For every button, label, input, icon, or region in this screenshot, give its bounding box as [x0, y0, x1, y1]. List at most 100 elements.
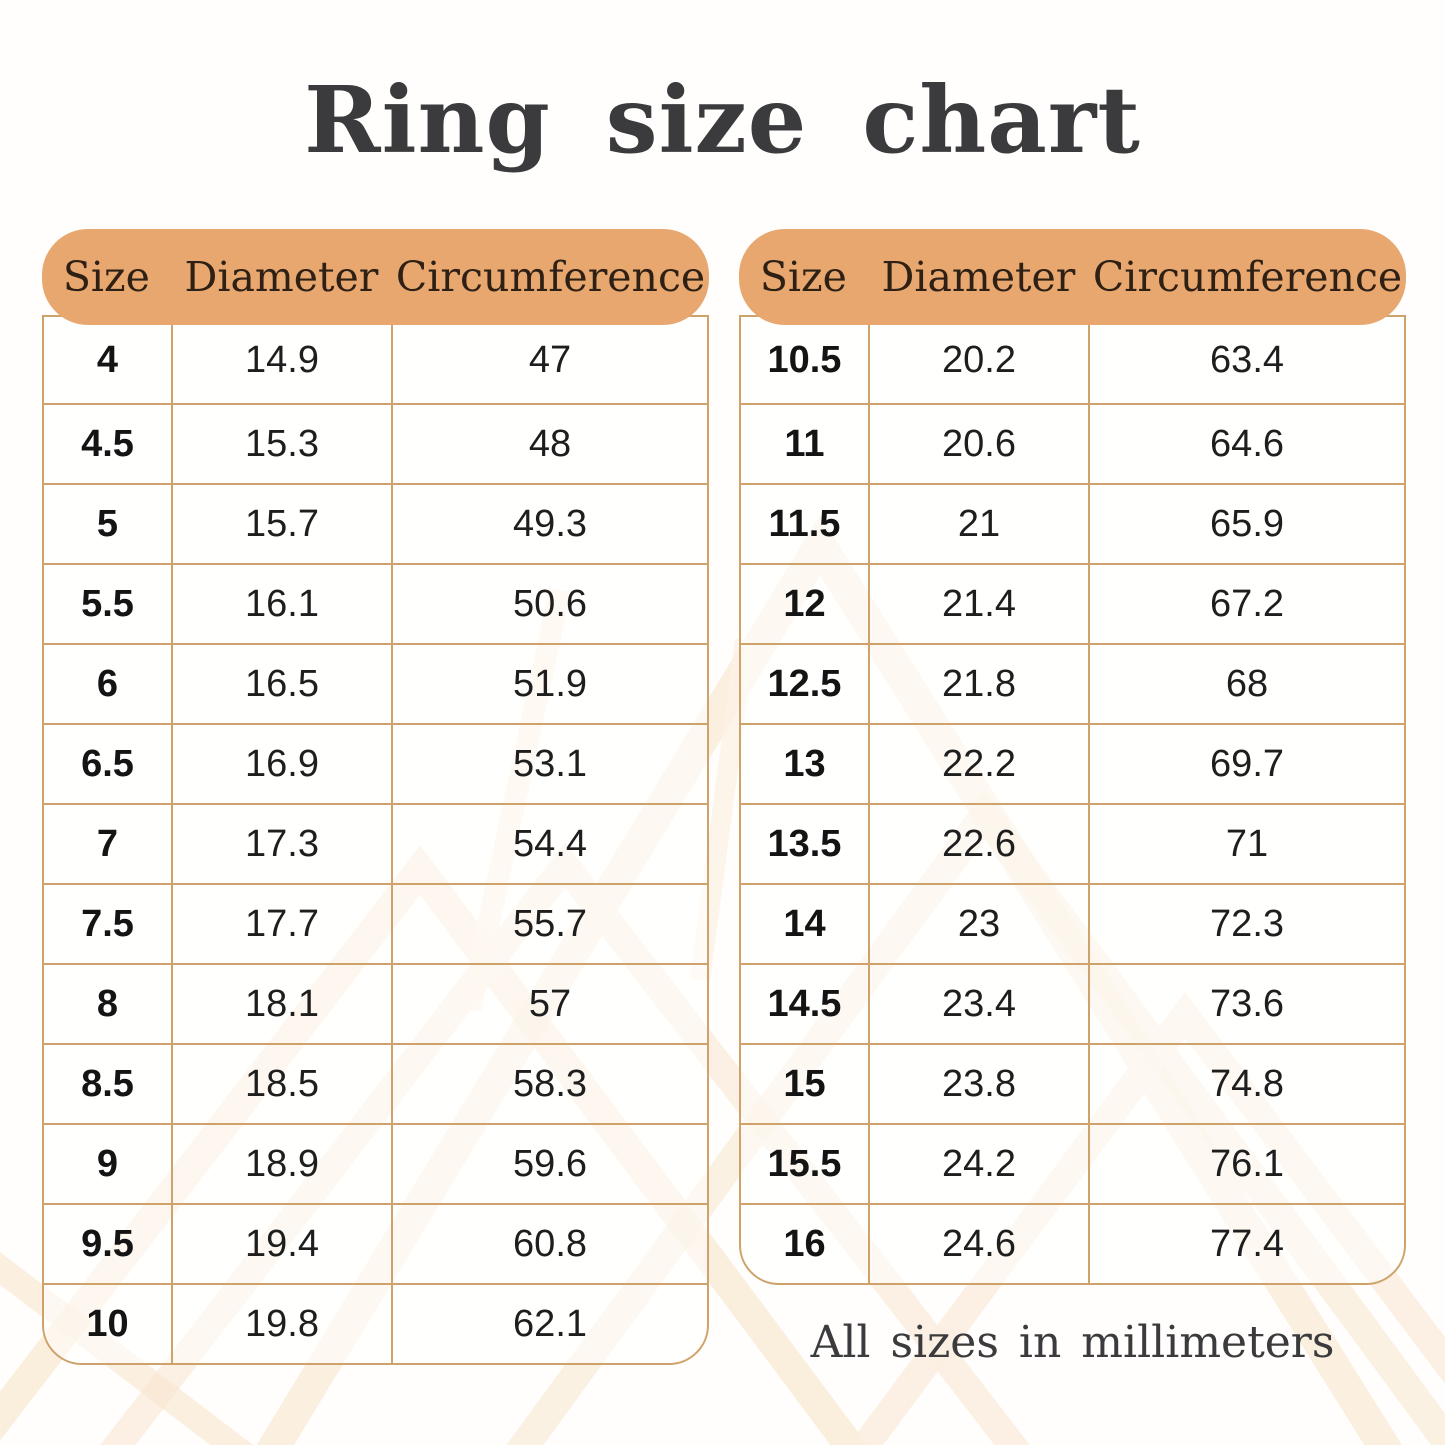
- table-row: 14 23 72.3: [741, 883, 1404, 965]
- tables-container: Size Diameter Circumference 4 14.9 47 4.5 15…: [0, 171, 1445, 1368]
- table-row: 15 23.8 74.8: [741, 1043, 1404, 1125]
- diameter-cell: 17.7: [170, 883, 393, 965]
- size-cell: 4.5: [44, 403, 172, 485]
- size-cell: 16: [741, 1203, 869, 1284]
- circumference-cell: 50.6: [391, 563, 707, 645]
- circumference-cell: 65.9: [1088, 483, 1404, 565]
- diameter-cell: 17.3: [170, 803, 393, 885]
- circumference-cell: 68: [1088, 643, 1404, 725]
- size-cell: 13.5: [741, 803, 869, 885]
- circumference-cell: 63.4: [1088, 317, 1404, 405]
- table-row: 14.5 23.4 73.6: [741, 963, 1404, 1045]
- size-cell: 11: [741, 403, 869, 485]
- table-row: 4 14.9 47: [44, 317, 707, 405]
- circumference-cell: 57: [391, 963, 707, 1045]
- table-row: 5 15.7 49.3: [44, 483, 707, 565]
- diameter-cell: 18.9: [170, 1123, 393, 1205]
- size-cell: 5: [44, 483, 172, 565]
- table-row: 11 20.6 64.6: [741, 403, 1404, 485]
- table-row: 8 18.1 57: [44, 963, 707, 1045]
- size-cell: 4: [96, 338, 119, 381]
- circumference-cell: 64.6: [1088, 403, 1404, 485]
- size-cell: 6.5: [44, 723, 172, 805]
- ring-size-table-right: Size Diameter Circumference 10.5 20.2 63.4…: [739, 229, 1406, 1368]
- size-cell: 8: [44, 963, 172, 1045]
- size-cell: 6: [44, 643, 172, 725]
- size-cell: 15.5: [741, 1123, 869, 1205]
- diameter-cell: 24.2: [867, 1123, 1090, 1205]
- table-header-left: Size Diameter Circumference: [42, 229, 709, 326]
- size-cell: 9.5: [44, 1203, 172, 1285]
- diameter-cell: 20.6: [867, 403, 1090, 485]
- table-row: 8.5 18.5 58.3: [44, 1043, 707, 1125]
- size-cell: 11.5: [741, 483, 869, 565]
- diameter-cell: 21.8: [867, 643, 1090, 725]
- diameter-cell: 16.9: [170, 723, 393, 805]
- diameter-cell: 23.8: [867, 1043, 1090, 1125]
- diameter-cell: 21.4: [867, 563, 1090, 645]
- size-cell: 14: [741, 883, 869, 965]
- diameter-cell: 14.9: [170, 317, 393, 405]
- circumference-cell: 48: [391, 403, 707, 485]
- circumference-cell: 67.2: [1088, 563, 1404, 645]
- table-row: 7 17.3 54.4: [44, 803, 707, 885]
- table-row: 10 19.8 62.1: [44, 1283, 707, 1364]
- diameter-cell: 16.1: [170, 563, 393, 645]
- diameter-cell: 15.3: [170, 403, 393, 485]
- circumference-cell: 59.6: [391, 1123, 707, 1205]
- table-row: 11.5 21 65.9: [741, 483, 1404, 565]
- column-header-size: Size: [759, 253, 847, 302]
- table-body-left: 4 14.9 47 4.5 15.3 48 5 15.7 49.3 5.5 16.1 50.6 6 16.…: [42, 315, 709, 1366]
- diameter-cell: 19.8: [170, 1283, 393, 1364]
- page-title: Ring size chart: [304, 66, 1141, 174]
- size-cell: 14.5: [741, 963, 869, 1045]
- size-cell: 10.5: [767, 338, 842, 381]
- ring-size-table-left: Size Diameter Circumference 4 14.9 47 4.5 15…: [42, 229, 709, 1366]
- circumference-cell: 49.3: [391, 483, 707, 565]
- circumference-cell: 54.4: [391, 803, 707, 885]
- size-cell: 13: [741, 723, 869, 805]
- table-row: 6.5 16.9 53.1: [44, 723, 707, 805]
- diameter-cell: 16.5: [170, 643, 393, 725]
- size-cell: 12.5: [741, 643, 869, 725]
- table-row: 13.5 22.6 71: [741, 803, 1404, 885]
- size-cell: 7.5: [44, 883, 172, 965]
- diameter-cell: 23: [867, 883, 1090, 965]
- size-cell: 7: [44, 803, 172, 885]
- circumference-cell: 74.8: [1088, 1043, 1404, 1125]
- circumference-cell: 51.9: [391, 643, 707, 725]
- table-row: 4.5 15.3 48: [44, 403, 707, 485]
- circumference-cell: 53.1: [391, 723, 707, 805]
- table-row: 10.5 20.2 63.4: [741, 317, 1404, 405]
- table-row: 9.5 19.4 60.8: [44, 1203, 707, 1285]
- circumference-cell: 77.4: [1088, 1203, 1404, 1284]
- circumference-cell: 72.3: [1088, 883, 1404, 965]
- size-table: 4 14.9 47 4.5 15.3 48 5 15.7 49.3 5.5 16.1 50.6 6 16.…: [44, 317, 707, 1364]
- circumference-cell: 55.7: [391, 883, 707, 965]
- size-cell: 10: [44, 1283, 172, 1364]
- circumference-cell: 62.1: [391, 1283, 707, 1364]
- table-row: 16 24.6 77.4: [741, 1203, 1404, 1284]
- table-row: 13 22.2 69.7: [741, 723, 1404, 805]
- circumference-cell: 69.7: [1088, 723, 1404, 805]
- diameter-cell: 18.1: [170, 963, 393, 1045]
- size-table: 10.5 20.2 63.4 11 20.6 64.6 11.5 21 65.9 12 21.4 67…: [741, 317, 1404, 1284]
- table-row: 12.5 21.8 68: [741, 643, 1404, 725]
- diameter-cell: 21: [867, 483, 1090, 565]
- circumference-cell: 60.8: [391, 1203, 707, 1285]
- size-cell: 12: [741, 563, 869, 645]
- diameter-cell: 18.5: [170, 1043, 393, 1125]
- table-row: 6 16.5 51.9: [44, 643, 707, 725]
- circumference-cell: 58.3: [391, 1043, 707, 1125]
- diameter-cell: 22.2: [867, 723, 1090, 805]
- size-cell: 8.5: [44, 1043, 172, 1125]
- size-cell: 5.5: [44, 563, 172, 645]
- diameter-cell: 20.2: [867, 317, 1090, 405]
- circumference-cell: 47: [391, 317, 707, 405]
- units-note: All sizes in millimeters: [810, 1317, 1335, 1369]
- circumference-cell: 76.1: [1088, 1123, 1404, 1205]
- size-cell: 9: [44, 1123, 172, 1205]
- table-header-right: Size Diameter Circumference: [739, 229, 1406, 326]
- diameter-cell: 22.6: [867, 803, 1090, 885]
